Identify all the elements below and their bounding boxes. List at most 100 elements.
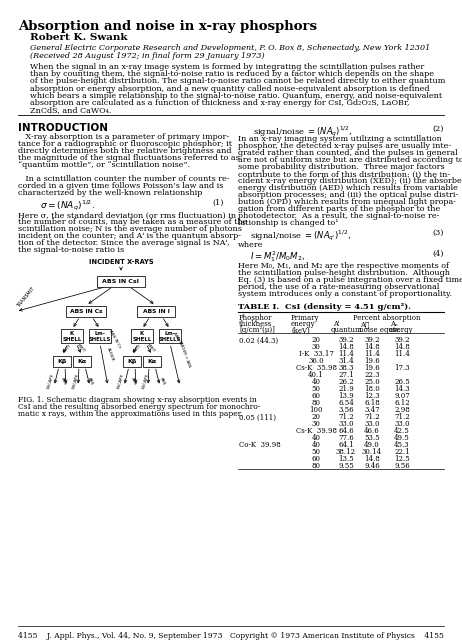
Text: 80: 80 <box>311 399 321 408</box>
Text: corded in a given time follows Poisson’s law and is: corded in a given time follows Poisson’s… <box>18 182 223 191</box>
Text: 11.4: 11.4 <box>338 351 354 358</box>
Text: photodetector.  As a result, the signal-to-noise re-: photodetector. As a result, the signal-t… <box>238 212 439 220</box>
Text: FIG. 1. Schematic diagram showing x-ray absorption events in: FIG. 1. Schematic diagram showing x-ray … <box>18 396 257 404</box>
Text: K
SHELL: K SHELL <box>132 331 152 342</box>
Text: ABS: ABS <box>130 377 138 386</box>
Text: period, the use of a rate-measuring observational: period, the use of a rate-measuring obse… <box>238 284 439 291</box>
FancyBboxPatch shape <box>159 330 181 344</box>
Text: 49.0: 49.0 <box>364 442 380 449</box>
Text: 14.8: 14.8 <box>394 344 410 351</box>
Text: When the signal in an x-ray image system is formed by integrating the scintillat: When the signal in an x-ray image system… <box>30 63 424 71</box>
Text: Kβ: Kβ <box>128 359 137 364</box>
Text: 39.2: 39.2 <box>364 337 380 344</box>
Text: 26.2: 26.2 <box>338 378 354 387</box>
Text: 14.3: 14.3 <box>394 385 410 394</box>
Text: 18.0: 18.0 <box>364 385 380 394</box>
Text: Here σ, the standard deviation (or rms fluctuation) in: Here σ, the standard deviation (or rms f… <box>18 211 236 220</box>
Text: 31.4: 31.4 <box>338 357 354 365</box>
Text: ABS: ABS <box>61 377 67 386</box>
Text: 2.98: 2.98 <box>394 406 410 415</box>
Text: the scintillation pulse-height distribution.  Although: the scintillation pulse-height distribut… <box>238 269 450 277</box>
Text: which bears a simple relationship to the signal-to-noise ratio. Quantum, energy,: which bears a simple relationship to the… <box>30 92 442 100</box>
Text: Cs-K  35.98: Cs-K 35.98 <box>296 364 336 372</box>
Text: 3.47: 3.47 <box>364 406 380 415</box>
Text: 39.2: 39.2 <box>338 337 354 344</box>
Text: ABS: ABS <box>159 377 167 386</box>
Text: phosphor, the detected x-ray pulses are usually inte-: phosphor, the detected x-ray pulses are … <box>238 143 451 150</box>
FancyBboxPatch shape <box>137 306 175 317</box>
Text: system introduces only a constant of proportionality.: system introduces only a constant of pro… <box>238 291 452 298</box>
Text: energy: energy <box>291 321 316 328</box>
Text: 6.12: 6.12 <box>394 399 410 408</box>
Text: scintillation noise; N is the average number of photons: scintillation noise; N is the average nu… <box>18 225 242 234</box>
Text: 30: 30 <box>311 344 321 351</box>
Text: 33.0: 33.0 <box>364 420 380 428</box>
Text: Co-K  39.98: Co-K 39.98 <box>239 442 281 449</box>
Text: 30.14: 30.14 <box>362 449 382 456</box>
Text: X-ray absorption is a parameter of primary impor-: X-ray absorption is a parameter of prima… <box>18 133 229 141</box>
Text: Absorption and noise in x-ray phosphors: Absorption and noise in x-ray phosphors <box>18 20 317 33</box>
Text: 25.0: 25.0 <box>364 378 380 387</box>
Text: 0.02 (44.3): 0.02 (44.3) <box>239 337 278 344</box>
Text: 3.56: 3.56 <box>338 406 354 415</box>
Text: 50: 50 <box>311 449 321 456</box>
Text: 45.3: 45.3 <box>394 442 410 449</box>
FancyBboxPatch shape <box>61 330 83 344</box>
Text: energy: energy <box>389 326 413 334</box>
Text: 12.5: 12.5 <box>394 456 410 463</box>
Text: gation from different parts of the phosphor to the: gation from different parts of the phosp… <box>238 205 440 213</box>
Text: 4155    J. Appl. Phys., Vol. 44, No. 9, September 1973: 4155 J. Appl. Phys., Vol. 44, No. 9, Sep… <box>18 632 223 640</box>
FancyBboxPatch shape <box>123 356 141 367</box>
Text: EMIT: EMIT <box>62 343 72 353</box>
Text: cident x-ray energy distribution (XED); (ii) the absorbed: cident x-ray energy distribution (XED); … <box>238 177 462 186</box>
Text: CsI and the resulting absorbed energy spectrum for monochro-: CsI and the resulting absorbed energy sp… <box>18 403 261 412</box>
Text: (3): (3) <box>432 228 444 236</box>
Text: than by counting them, the signal-to-noise ratio is reduced by a factor which de: than by counting them, the signal-to-noi… <box>30 70 434 78</box>
Text: grated rather than counted, and the pulses in general: grated rather than counted, and the puls… <box>238 149 458 157</box>
Text: 0.05 (111): 0.05 (111) <box>239 413 276 421</box>
Text: Primary: Primary <box>291 314 320 323</box>
Text: INTRODUCTION: INTRODUCTION <box>18 124 108 133</box>
Text: matic x rays, within the approximations used in this paper.: matic x rays, within the approximations … <box>18 410 243 419</box>
Text: of the pulse-height distribution. The signal-to-noise ratio cannot be related di: of the pulse-height distribution. The si… <box>30 77 445 85</box>
Text: absorption processes; and (iii) the optical pulse distri-: absorption processes; and (iii) the opti… <box>238 191 458 200</box>
Text: TRANSMIT: TRANSMIT <box>16 286 36 308</box>
Text: 14.8: 14.8 <box>364 456 380 463</box>
Text: 22.1: 22.1 <box>394 449 410 456</box>
Text: absorption are calculated as a function of thickness and x-ray energy for CsI, G: absorption are calculated as a function … <box>30 99 409 107</box>
Text: Lm-
SHELLS: Lm- SHELLS <box>159 331 181 342</box>
Text: contribute to the form of this distribution: (i) the in-: contribute to the form of this distribut… <box>238 170 450 179</box>
Text: TABLE I.  CsI (density = 4.51 g/cm²).: TABLE I. CsI (density = 4.51 g/cm²). <box>238 303 411 312</box>
Text: 11.4: 11.4 <box>394 351 410 358</box>
Text: 20: 20 <box>311 413 321 421</box>
Text: EMIT: EMIT <box>76 343 86 353</box>
Text: Percent absorption: Percent absorption <box>353 314 421 323</box>
Text: EMIT: EMIT <box>132 343 142 353</box>
Text: are not of uniform size but are distributed according to: are not of uniform size but are distribu… <box>238 156 462 164</box>
Text: Eq. (3) is based on a pulse integration over a fixed time: Eq. (3) is based on a pulse integration … <box>238 276 462 284</box>
Text: the signal-to-noise ratio is: the signal-to-noise ratio is <box>18 246 124 254</box>
FancyBboxPatch shape <box>89 330 111 344</box>
Text: 38.3: 38.3 <box>338 364 354 372</box>
Text: (4): (4) <box>432 250 444 257</box>
Text: 46.6: 46.6 <box>364 428 380 435</box>
Text: $I = M_1^2/M_0 M_2,$: $I = M_1^2/M_0 M_2,$ <box>250 250 305 264</box>
Text: $\sigma = (NA_q)^{1/2}.$: $\sigma = (NA_q)^{1/2}.$ <box>40 198 95 213</box>
Text: incident on the counter; and Aⁱ is the quantum absorp-: incident on the counter; and Aⁱ is the q… <box>18 232 241 241</box>
Text: [g/cm²(μ)]: [g/cm²(μ)] <box>239 326 275 334</box>
Text: ZnCdS, and CaWO₄.: ZnCdS, and CaWO₄. <box>30 106 111 114</box>
Text: bution (OPD) which results from unequal light propa-: bution (OPD) which results from unequal … <box>238 198 456 206</box>
Text: ABS: ABS <box>87 377 95 386</box>
Text: the number of counts, may be taken as a measure of the: the number of counts, may be taken as a … <box>18 218 247 227</box>
FancyBboxPatch shape <box>131 330 153 344</box>
Text: 9.07: 9.07 <box>394 392 410 401</box>
Text: 22.3: 22.3 <box>364 371 380 380</box>
Text: where: where <box>238 241 263 250</box>
Text: absorption or energy absorption, and a new quantity called noise-equivalent abso: absorption or energy absorption, and a n… <box>30 84 430 93</box>
Text: 64.1: 64.1 <box>338 442 354 449</box>
Text: 38.12: 38.12 <box>336 449 356 456</box>
Text: 9.56: 9.56 <box>394 462 410 470</box>
Text: 40: 40 <box>311 442 321 449</box>
Text: 40: 40 <box>311 378 321 387</box>
Text: 71.2: 71.2 <box>394 413 410 421</box>
